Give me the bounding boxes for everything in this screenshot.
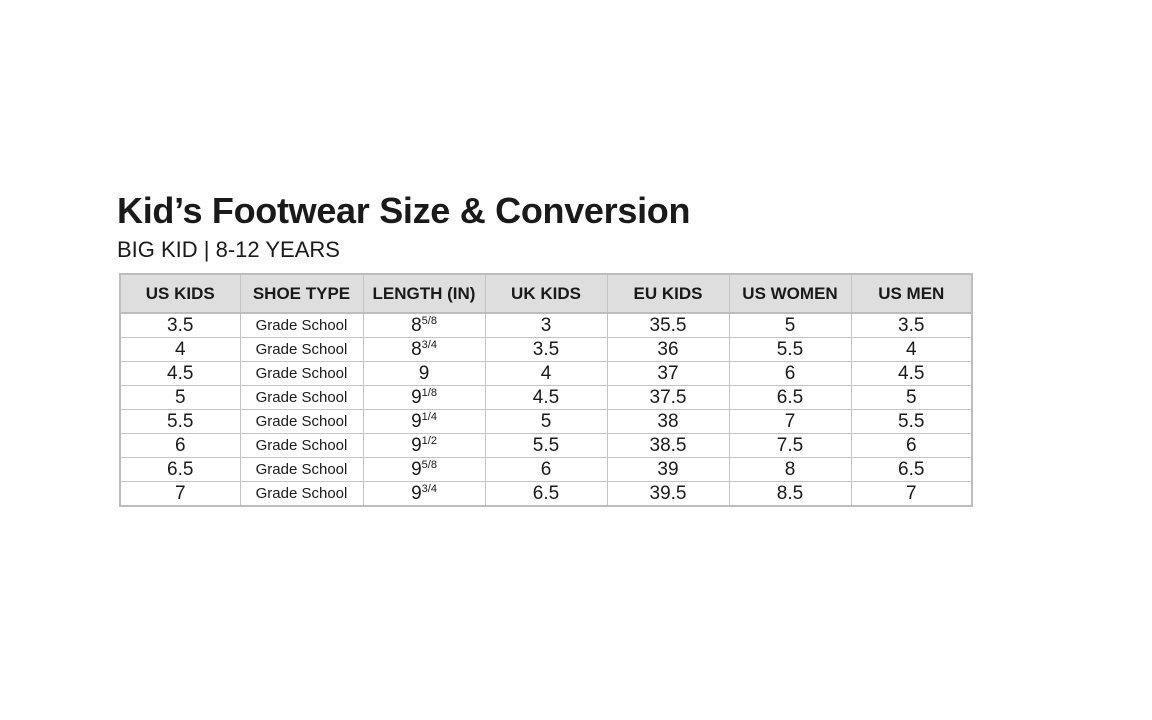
- cell-us-women: 5.5: [728, 337, 852, 362]
- cell-us-men: 5: [850, 385, 973, 410]
- header-us-kids: US KIDS: [119, 273, 241, 314]
- table-row: 7 Grade School 93/4 6.5 39.5 8.5 7: [119, 481, 973, 507]
- length-whole: 9: [411, 411, 422, 432]
- cell-uk-kids: 5.5: [484, 433, 608, 458]
- header-us-men: US MEN: [850, 273, 973, 314]
- cell-uk-kids: 4: [484, 361, 608, 386]
- cell-eu-kids: 38: [606, 409, 730, 434]
- table-header-row: US KIDS SHOE TYPE LENGTH (IN) UK KIDS EU…: [119, 273, 973, 314]
- header-us-women: US WOMEN: [728, 273, 852, 314]
- cell-shoe-type: Grade School: [239, 457, 364, 482]
- length-fraction: 5/8: [421, 459, 437, 471]
- cell-uk-kids: 6.5: [484, 481, 608, 507]
- length-fraction: 3/4: [421, 483, 437, 495]
- cell-us-men: 7: [850, 481, 973, 507]
- cell-us-women: 7.5: [728, 433, 852, 458]
- cell-us-kids: 3.5: [119, 312, 241, 338]
- cell-length: 9: [362, 361, 486, 386]
- cell-us-kids: 5: [119, 385, 241, 410]
- length-fraction: 1/4: [421, 411, 437, 423]
- table-row: 4 Grade School 83/4 3.5 36 5.5 4: [119, 337, 973, 362]
- cell-shoe-type: Grade School: [239, 385, 364, 410]
- cell-length: 95/8: [362, 457, 486, 482]
- length-whole: 9: [411, 435, 422, 456]
- cell-length: 83/4: [362, 337, 486, 362]
- cell-us-men: 4: [850, 337, 973, 362]
- cell-uk-kids: 4.5: [484, 385, 608, 410]
- cell-shoe-type: Grade School: [239, 481, 364, 507]
- cell-shoe-type: Grade School: [239, 409, 364, 434]
- cell-us-women: 6.5: [728, 385, 852, 410]
- cell-uk-kids: 5: [484, 409, 608, 434]
- header-length: LENGTH (IN): [362, 273, 486, 314]
- length-fraction: 1/8: [421, 387, 437, 399]
- cell-us-women: 5: [728, 312, 852, 338]
- size-conversion-table: US KIDS SHOE TYPE LENGTH (IN) UK KIDS EU…: [119, 273, 973, 507]
- cell-us-women: 6: [728, 361, 852, 386]
- table-row: 5.5 Grade School 91/4 5 38 7 5.5: [119, 409, 973, 434]
- cell-shoe-type: Grade School: [239, 361, 364, 386]
- cell-us-kids: 4.5: [119, 361, 241, 386]
- header-eu-kids: EU KIDS: [606, 273, 730, 314]
- table-row: 3.5 Grade School 85/8 3 35.5 5 3.5: [119, 312, 973, 338]
- cell-us-kids: 5.5: [119, 409, 241, 434]
- header-shoe-type: SHOE TYPE: [239, 273, 364, 314]
- length-fraction: 5/8: [421, 315, 437, 327]
- length-whole: 8: [411, 315, 422, 336]
- length-whole: 9: [411, 483, 422, 504]
- page-title: Kid’s Footwear Size & Conversion: [117, 190, 691, 231]
- cell-us-men: 6: [850, 433, 973, 458]
- cell-us-women: 8: [728, 457, 852, 482]
- cell-us-kids: 6.5: [119, 457, 241, 482]
- cell-eu-kids: 38.5: [606, 433, 730, 458]
- cell-length: 85/8: [362, 312, 486, 338]
- cell-us-men: 3.5: [850, 312, 973, 338]
- cell-length: 91/4: [362, 409, 486, 434]
- table-row: 4.5 Grade School 9 4 37 6 4.5: [119, 361, 973, 386]
- table-row: 6 Grade School 91/2 5.5 38.5 7.5 6: [119, 433, 973, 458]
- cell-us-kids: 7: [119, 481, 241, 507]
- length-whole: 9: [411, 387, 422, 408]
- length-whole: 9: [418, 363, 430, 384]
- cell-eu-kids: 35.5: [606, 312, 730, 338]
- header-uk-kids: UK KIDS: [484, 273, 608, 314]
- cell-eu-kids: 36: [606, 337, 730, 362]
- length-whole: 8: [411, 339, 422, 360]
- cell-length: 91/2: [362, 433, 486, 458]
- cell-length: 93/4: [362, 481, 486, 507]
- cell-eu-kids: 39: [606, 457, 730, 482]
- length-fraction: 1/2: [421, 435, 437, 447]
- cell-us-men: 5.5: [850, 409, 973, 434]
- cell-us-kids: 6: [119, 433, 241, 458]
- cell-us-kids: 4: [119, 337, 241, 362]
- cell-eu-kids: 37.5: [606, 385, 730, 410]
- cell-uk-kids: 3.5: [484, 337, 608, 362]
- cell-shoe-type: Grade School: [239, 433, 364, 458]
- cell-uk-kids: 3: [484, 312, 608, 338]
- page-subtitle: BIG KID | 8-12 YEARS: [117, 237, 340, 262]
- cell-us-men: 6.5: [850, 457, 973, 482]
- cell-eu-kids: 37: [606, 361, 730, 386]
- cell-uk-kids: 6: [484, 457, 608, 482]
- table-row: 6.5 Grade School 95/8 6 39 8 6.5: [119, 457, 973, 482]
- length-fraction: 3/4: [421, 339, 437, 351]
- table-row: 5 Grade School 91/8 4.5 37.5 6.5 5: [119, 385, 973, 410]
- cell-us-men: 4.5: [850, 361, 973, 386]
- cell-eu-kids: 39.5: [606, 481, 730, 507]
- cell-length: 91/8: [362, 385, 486, 410]
- length-whole: 9: [411, 459, 422, 480]
- cell-us-women: 7: [728, 409, 852, 434]
- cell-shoe-type: Grade School: [239, 337, 364, 362]
- cell-shoe-type: Grade School: [239, 312, 364, 338]
- cell-us-women: 8.5: [728, 481, 852, 507]
